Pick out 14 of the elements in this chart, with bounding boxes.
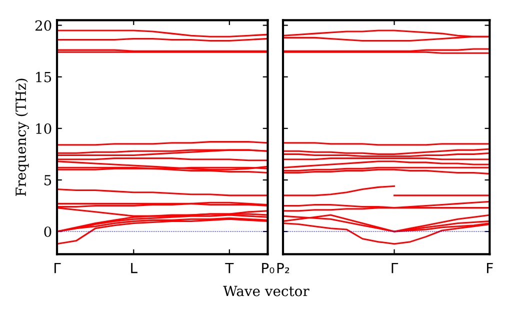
y-tick-label: 10 bbox=[36, 123, 52, 134]
x-tick-label: L bbox=[131, 262, 138, 274]
x-tick-label: Γ bbox=[392, 262, 398, 274]
x-tick-label: Γ bbox=[54, 262, 61, 274]
x-tick-label: P₂ bbox=[277, 262, 290, 274]
y-tick-label: 15 bbox=[36, 72, 52, 82]
x-tick-label: T bbox=[225, 262, 234, 274]
y-tick-label: 5 bbox=[44, 175, 52, 186]
y-tick-label: 0 bbox=[44, 226, 52, 237]
x-tick-label: F bbox=[487, 262, 493, 274]
y-tick-label: 20 bbox=[35, 20, 52, 31]
x-tick-label: P₀ bbox=[262, 262, 274, 274]
x-axis-title: Wave vector bbox=[223, 286, 310, 296]
y-axis-title: Frequency (THz) bbox=[15, 78, 29, 196]
